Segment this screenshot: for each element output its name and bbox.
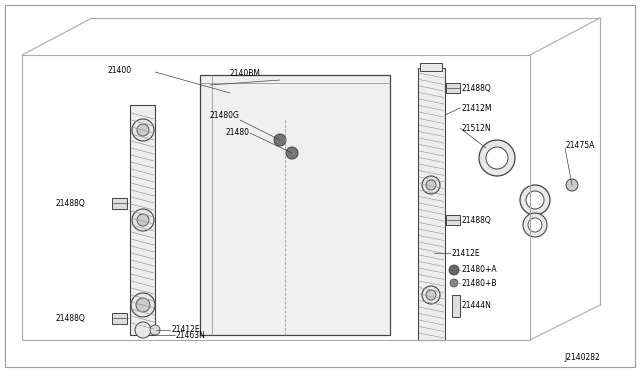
Bar xyxy=(420,63,442,71)
Text: 21475A: 21475A xyxy=(566,141,595,150)
Text: J2140282: J2140282 xyxy=(564,353,600,362)
Circle shape xyxy=(426,290,436,300)
Circle shape xyxy=(132,119,154,141)
Text: 21412E: 21412E xyxy=(452,248,481,257)
Bar xyxy=(446,83,460,93)
Bar xyxy=(418,68,445,340)
Circle shape xyxy=(150,325,160,335)
Text: 21488Q: 21488Q xyxy=(55,314,84,323)
Bar xyxy=(446,215,460,225)
Text: 21488Q: 21488Q xyxy=(461,83,491,93)
Circle shape xyxy=(136,298,150,312)
Bar xyxy=(112,198,127,209)
Circle shape xyxy=(132,209,154,231)
Text: 21512N: 21512N xyxy=(461,124,491,132)
Bar xyxy=(452,295,460,317)
Circle shape xyxy=(422,286,440,304)
Circle shape xyxy=(131,293,155,317)
Text: 21480G: 21480G xyxy=(210,110,240,119)
Circle shape xyxy=(135,322,151,338)
Text: 21488Q: 21488Q xyxy=(55,199,84,208)
Text: 21480+B: 21480+B xyxy=(461,279,497,288)
Text: 21463N: 21463N xyxy=(176,330,206,340)
Bar xyxy=(112,313,127,324)
Text: 21480: 21480 xyxy=(225,128,249,137)
Circle shape xyxy=(479,140,515,176)
Circle shape xyxy=(137,214,149,226)
Text: 21412M: 21412M xyxy=(461,103,492,112)
Bar xyxy=(200,75,390,335)
Bar xyxy=(130,105,155,335)
Circle shape xyxy=(486,147,508,169)
Circle shape xyxy=(528,218,542,232)
Text: 21488Q: 21488Q xyxy=(461,215,491,224)
Text: 21444N: 21444N xyxy=(461,301,491,310)
Circle shape xyxy=(449,265,459,275)
Circle shape xyxy=(274,134,286,146)
Circle shape xyxy=(137,124,149,136)
Circle shape xyxy=(422,176,440,194)
Circle shape xyxy=(286,147,298,159)
Text: 21400: 21400 xyxy=(108,65,132,74)
Circle shape xyxy=(566,179,578,191)
Circle shape xyxy=(523,213,547,237)
Text: 21480+A: 21480+A xyxy=(461,266,497,275)
Circle shape xyxy=(450,279,458,287)
Text: 2140BM: 2140BM xyxy=(230,68,261,77)
Circle shape xyxy=(426,180,436,190)
Circle shape xyxy=(520,185,550,215)
Circle shape xyxy=(526,191,544,209)
Text: 21412E: 21412E xyxy=(171,326,200,334)
